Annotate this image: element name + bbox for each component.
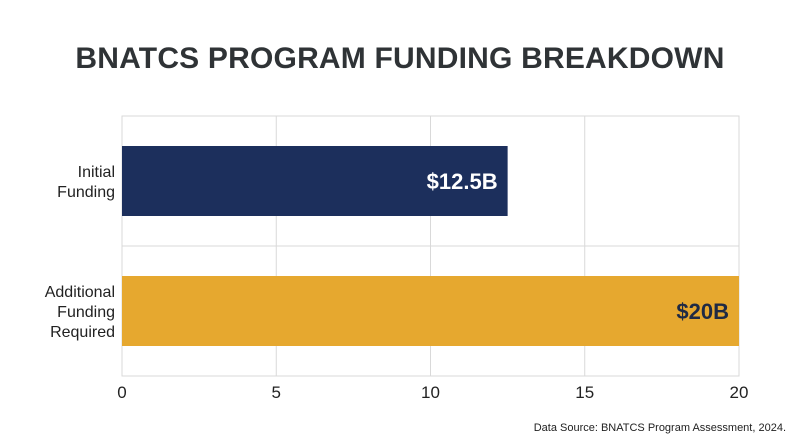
x-tick-label: 20 [730, 383, 749, 402]
bar-value-label: $20B [676, 299, 729, 324]
chart-title: BNATCS PROGRAM FUNDING BREAKDOWN [75, 42, 725, 75]
x-tick-label: 0 [117, 383, 126, 402]
bar-value-label: $12.5B [427, 169, 498, 194]
category-label: Funding [57, 184, 115, 201]
x-tick-label: 5 [272, 383, 281, 402]
bar [122, 276, 739, 346]
category-label: Initial [78, 164, 115, 181]
category-label: Funding [57, 304, 115, 321]
x-tick-label: 10 [421, 383, 440, 402]
data-source-note: Data Source: BNATCS Program Assessment, … [533, 422, 786, 434]
bar [122, 146, 508, 216]
category-label: Additional [45, 284, 115, 301]
x-tick-label: 15 [575, 383, 594, 402]
category-label: Required [50, 324, 115, 341]
